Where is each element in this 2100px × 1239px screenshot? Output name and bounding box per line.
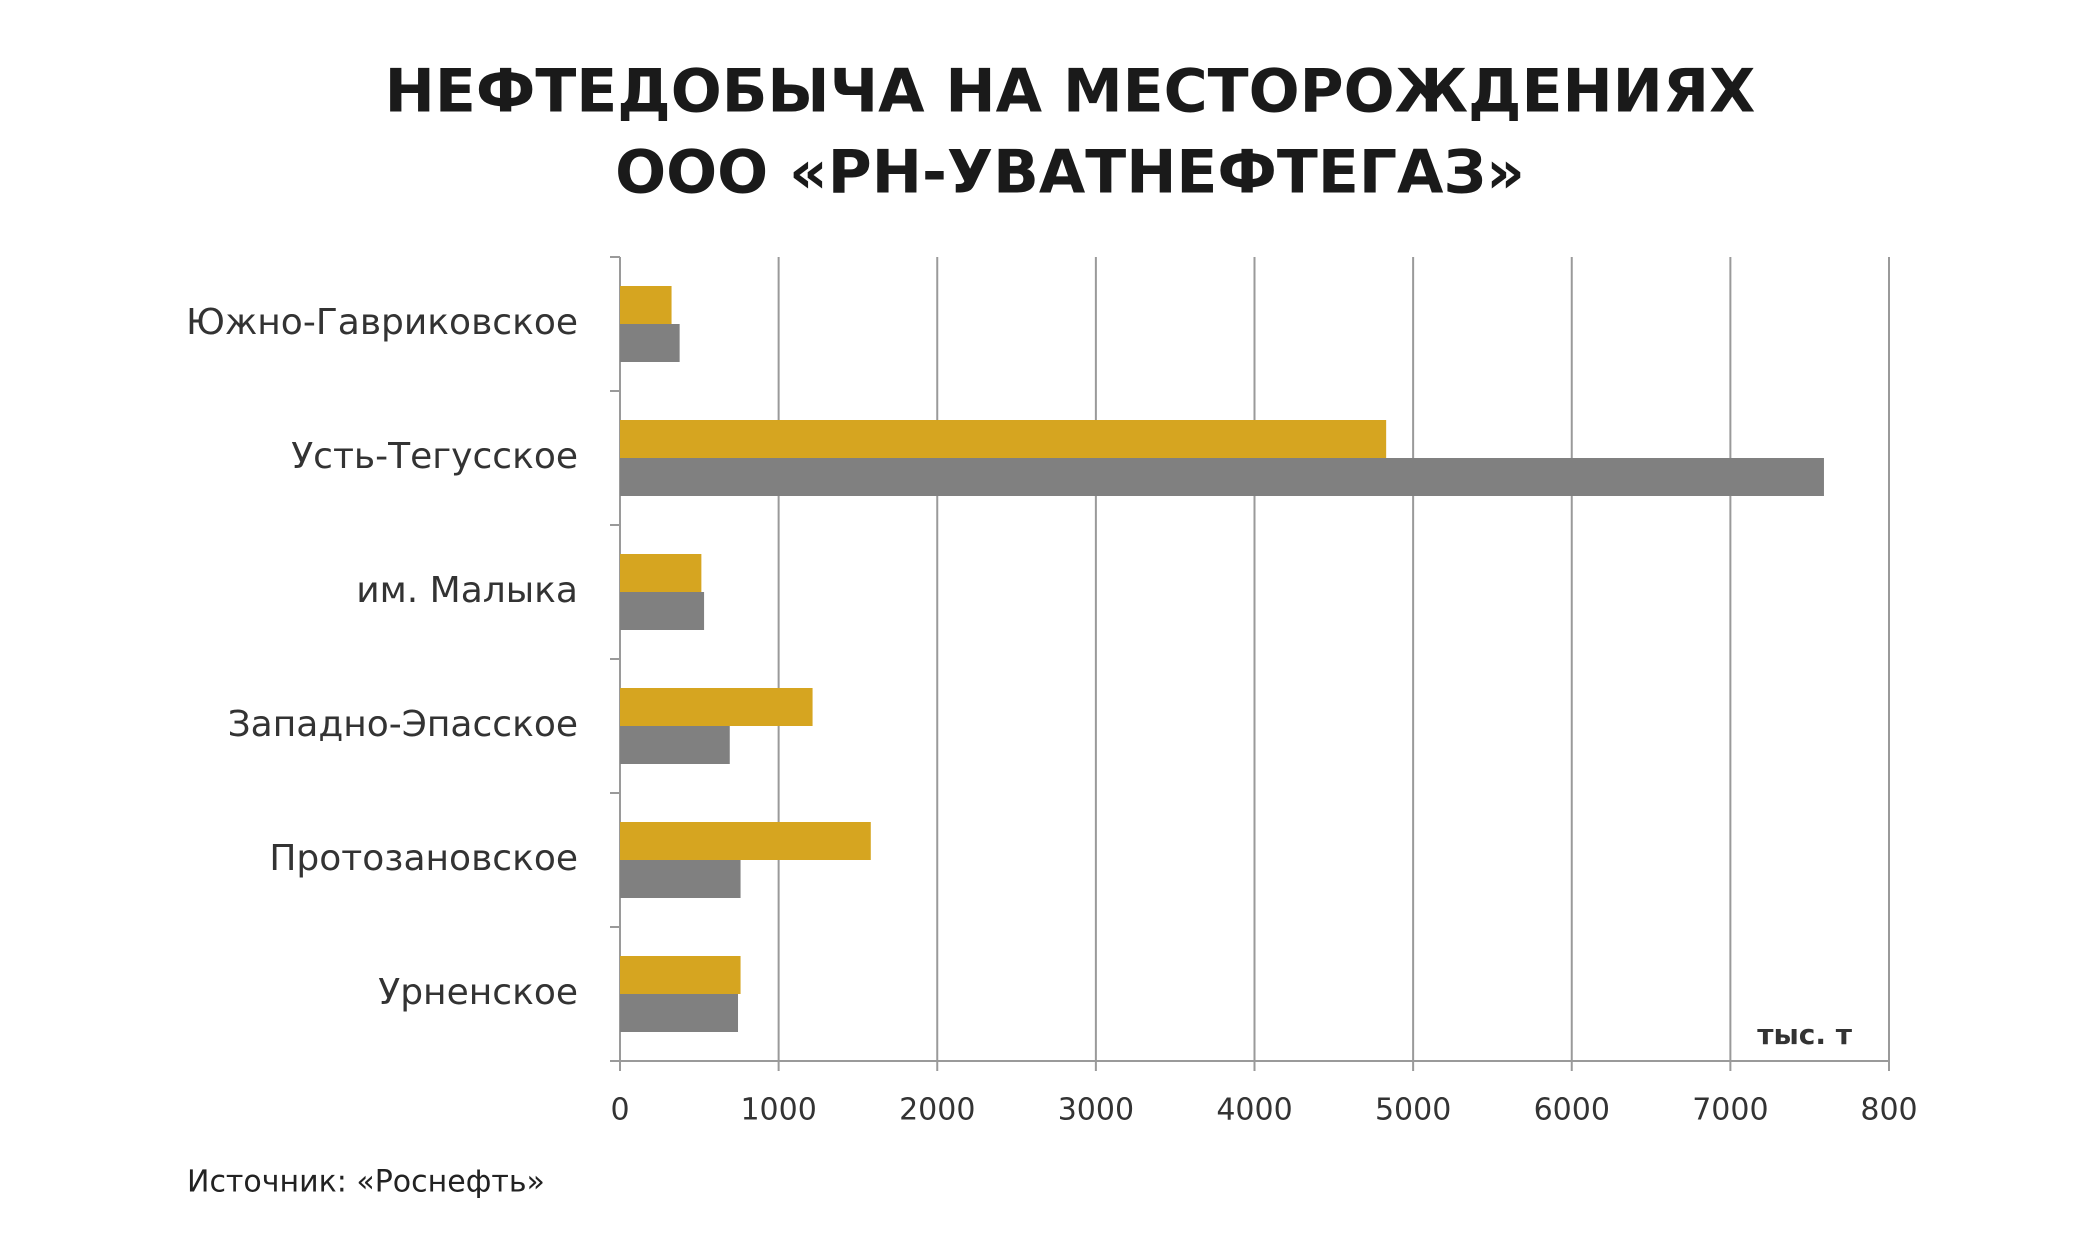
bar [620, 688, 813, 726]
x-tick-label: 6000 [1534, 1093, 1610, 1128]
x-tick-label: 1000 [740, 1093, 816, 1128]
bar [620, 420, 1387, 458]
unit-label: тыс. т [1757, 1018, 1853, 1051]
x-tick-label: 4000 [1216, 1093, 1292, 1128]
bar [620, 860, 741, 898]
x-tick-label: 3000 [1058, 1093, 1134, 1128]
bar [620, 324, 680, 362]
x-tick-label: 5000 [1375, 1093, 1451, 1128]
y-tick-label: Южно-Гавриковское [186, 302, 578, 343]
chart-title: НЕФТЕДОБЫЧА НА МЕСТОРОЖДЕНИЯХ [385, 57, 1756, 127]
bar [620, 956, 741, 994]
bar [620, 592, 705, 630]
y-tick-label: им. Малыка [356, 570, 578, 611]
y-tick-label: Урненское [378, 972, 578, 1013]
x-tick-label: 7000 [1692, 1093, 1768, 1128]
y-tick-label: Протозановское [269, 838, 578, 879]
bar [620, 554, 702, 592]
y-tick-label: Западно-Эпасское [228, 704, 578, 745]
x-tick-label: 800 [1860, 1093, 1917, 1128]
source: Источник: «Роснефть» [187, 1165, 545, 1200]
bar [620, 822, 871, 860]
bar [620, 994, 739, 1032]
bar [620, 726, 730, 764]
bar [620, 286, 672, 324]
x-tick-label: 2000 [899, 1093, 975, 1128]
x-tick-label: 0 [610, 1093, 629, 1128]
bar [620, 458, 1824, 496]
y-tick-label: Усть-Тегусское [291, 436, 578, 477]
chart-title: ООО «РН-УВАТНЕФТЕГАЗ» [615, 138, 1525, 208]
